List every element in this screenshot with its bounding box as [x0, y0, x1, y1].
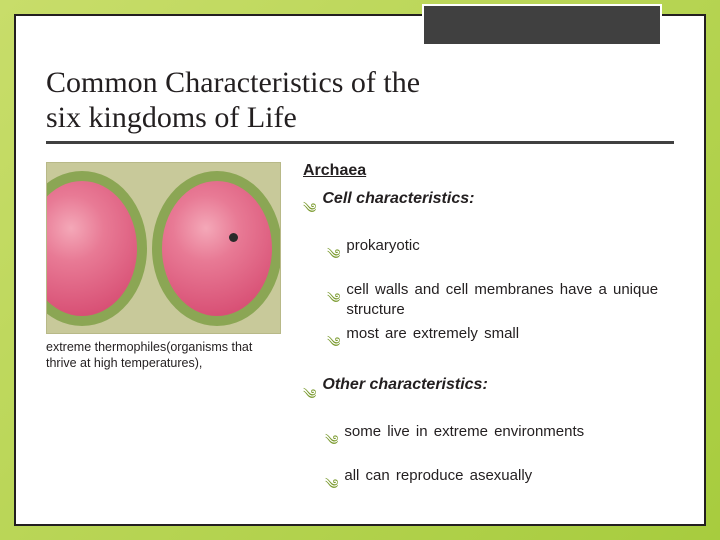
bullet-icon: ༄	[325, 424, 338, 464]
bullet-icon: ༄	[303, 378, 316, 418]
cell-micrograph-image	[46, 162, 281, 334]
list-item: ༄ most are extremely small	[303, 324, 674, 366]
page-title: Common Characteristics of the six kingdo…	[46, 66, 674, 135]
slide-content: Common Characteristics of the six kingdo…	[46, 66, 674, 504]
item-text: most are extremely small	[346, 324, 519, 344]
list-item: ༄ cell walls and cell membranes have a u…	[303, 280, 674, 322]
section-label: Archaea	[303, 162, 674, 180]
cell-characteristics-list: ༄ prokaryotic ༄ cell walls and cell memb…	[303, 236, 674, 366]
list-item: ༄ prokaryotic	[303, 236, 674, 278]
bullet-icon: ༄	[325, 468, 338, 508]
title-line-2: six kingdoms of Life	[46, 101, 297, 134]
right-column: Archaea ༄ Cell characteristics: ༄ prokar…	[303, 162, 674, 518]
bullet-icon: ༄	[303, 192, 316, 232]
list-item: ༄ some live in extreme environments	[303, 422, 674, 464]
bullet-icon: ༄	[327, 238, 340, 278]
title-line-1: Common Characteristics of the	[46, 66, 420, 99]
corner-decorative-box	[422, 4, 662, 46]
heading-row-2: ༄ Other characteristics:	[303, 376, 674, 418]
heading-2: Other characteristics:	[322, 376, 487, 394]
two-column-layout: extreme thermophiles(organisms that thri…	[46, 162, 674, 518]
item-text: prokaryotic	[346, 236, 419, 256]
heading-row-1: ༄ Cell characteristics:	[303, 190, 674, 232]
cell-shape-1	[46, 171, 147, 326]
list-item: ༄ all can reproduce asexually	[303, 466, 674, 508]
left-column: extreme thermophiles(organisms that thri…	[46, 162, 281, 518]
cell-dot	[229, 233, 238, 242]
item-text: cell walls and cell membranes have a uni…	[346, 280, 674, 321]
item-text: all can reproduce asexually	[344, 466, 532, 486]
bullet-icon: ༄	[327, 326, 340, 366]
image-caption: extreme thermophiles(organisms that thri…	[46, 340, 281, 371]
title-divider	[46, 141, 674, 144]
cell-shape-2	[152, 171, 281, 326]
bullet-icon: ༄	[327, 282, 340, 322]
heading-1: Cell characteristics:	[322, 190, 474, 208]
slide-frame: Common Characteristics of the six kingdo…	[14, 14, 706, 526]
item-text: some live in extreme environments	[344, 422, 584, 442]
other-characteristics-list: ༄ some live in extreme environments ༄ al…	[303, 422, 674, 508]
